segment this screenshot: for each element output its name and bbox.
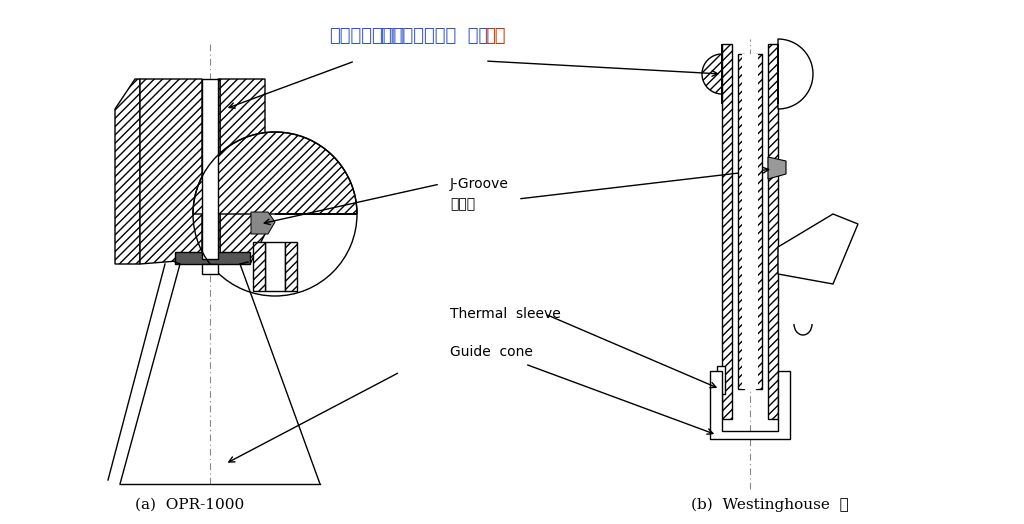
- Bar: [285, 242, 297, 291]
- Polygon shape: [778, 39, 813, 109]
- Text: Thermal  sleeve: Thermal sleeve: [450, 307, 561, 321]
- Polygon shape: [251, 212, 275, 234]
- Polygon shape: [710, 371, 790, 439]
- Text: (a)  OPR-1000: (a) OPR-1000: [135, 498, 245, 512]
- Text: Guide  cone: Guide cone: [450, 345, 532, 359]
- Polygon shape: [722, 44, 732, 419]
- Polygon shape: [193, 132, 357, 214]
- Bar: [756, 54, 762, 389]
- Bar: [742, 54, 758, 389]
- Text: (b)  Westinghouse  형: (b) Westinghouse 형: [691, 498, 849, 512]
- Polygon shape: [220, 79, 265, 264]
- Bar: [202, 79, 218, 259]
- Polygon shape: [175, 252, 250, 264]
- Polygon shape: [140, 79, 202, 264]
- Polygon shape: [115, 79, 140, 264]
- Polygon shape: [702, 44, 722, 104]
- Polygon shape: [768, 157, 786, 179]
- Polygon shape: [768, 44, 778, 419]
- Polygon shape: [717, 366, 725, 394]
- Bar: [265, 242, 285, 291]
- Text: 제어봉구동장치: 제어봉구동장치: [330, 27, 404, 45]
- Text: J-Groove
용접부: J-Groove 용접부: [450, 177, 509, 211]
- Polygon shape: [218, 79, 220, 264]
- Text: 제어봉구동장치  노즐: 제어봉구동장치 노즐: [381, 27, 489, 45]
- Bar: [202, 264, 218, 274]
- Polygon shape: [778, 214, 858, 284]
- Bar: [253, 242, 265, 291]
- Bar: [738, 54, 744, 389]
- Text: 노즐: 노즐: [484, 27, 506, 45]
